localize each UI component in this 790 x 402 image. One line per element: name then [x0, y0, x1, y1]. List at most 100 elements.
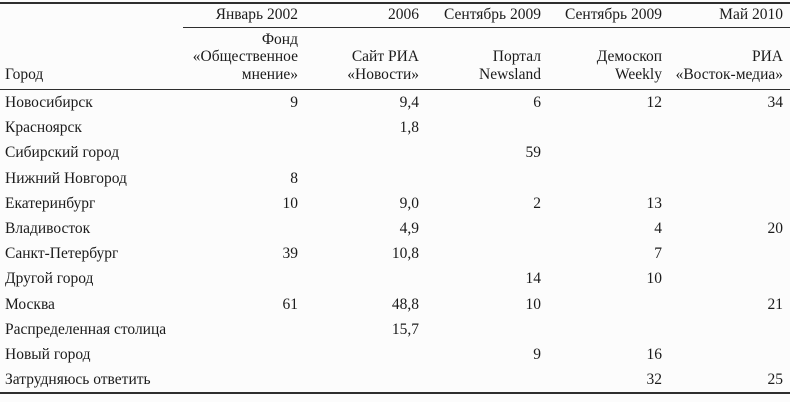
city-cell: Красноярск [5, 119, 82, 137]
source-line: «Новости» [347, 65, 419, 83]
value-cell [183, 140, 305, 165]
survey-table: Январь 2002 2006 Сентябрь 2009 Сентябрь 200… [0, 2, 790, 395]
value-cell: 6 [533, 94, 541, 111]
value-cell: 16 [646, 346, 663, 364]
city-cell: Новый город [5, 346, 91, 364]
value-cell: 7 [654, 245, 662, 263]
value-cell: 9,0 [399, 194, 419, 212]
column-period-header: Май 2010 [669, 3, 790, 28]
table-row: Санкт-Петербург 39 10,8 7 [0, 241, 790, 266]
column-period-header: Январь 2002 [183, 3, 305, 28]
source-line: мнение» [241, 65, 298, 83]
column-source-header: Портал Newsland [426, 27, 548, 90]
value-cell [305, 367, 426, 393]
value-cell: 25 [767, 371, 784, 389]
city-cell: Затрудняюсь ответить [5, 371, 151, 389]
table-row: Новый город 9 16 [0, 342, 790, 367]
value-cell: 14 [525, 270, 542, 288]
source-line: «Восток-медиа» [675, 65, 783, 83]
value-cell [426, 367, 548, 393]
period-row: Январь 2002 2006 Сентябрь 2009 Сентябрь 200… [0, 3, 790, 28]
value-cell: 59 [525, 144, 542, 162]
value-cell [426, 166, 548, 191]
value-cell: 9 [290, 94, 298, 111]
value-cell [305, 266, 426, 291]
table-row: Нижний Новгород 8 [0, 166, 790, 191]
value-cell: 9,4 [399, 94, 419, 111]
city-cell: Новосибирск [5, 94, 93, 111]
source-line: Демоскоп [596, 48, 662, 65]
city-cell: Распределенная столица [5, 320, 167, 338]
source-line: РИА [751, 48, 783, 65]
value-cell [669, 317, 790, 342]
value-cell [548, 166, 669, 191]
city-cell: Екатеринбург [5, 194, 96, 212]
table-row: Екатеринбург 10 9,0 2 13 [0, 191, 790, 216]
value-cell [426, 216, 548, 241]
value-cell: 10 [646, 270, 663, 288]
value-cell [305, 166, 426, 191]
value-cell [183, 317, 305, 342]
table-header: Январь 2002 2006 Сентябрь 2009 Сентябрь 200… [0, 3, 790, 90]
value-cell: 20 [767, 220, 784, 238]
value-cell [183, 216, 305, 241]
value-cell: 10,8 [391, 245, 419, 263]
value-cell [183, 367, 305, 393]
source-line: Newsland [479, 65, 541, 83]
value-cell: 2 [533, 194, 541, 212]
city-cell: Санкт-Петербург [5, 245, 119, 263]
value-cell [669, 140, 790, 165]
table-row: Москва 61 48,8 10 21 [0, 292, 790, 317]
column-source-header: Демоскоп Weekly [548, 27, 669, 90]
value-cell [669, 241, 790, 266]
value-cell [669, 115, 790, 140]
value-cell [426, 115, 548, 140]
value-cell: 1,8 [399, 119, 419, 137]
value-cell [426, 241, 548, 266]
value-cell [548, 292, 669, 317]
value-cell [305, 342, 426, 367]
city-cell: Сибирский город [5, 144, 120, 162]
value-cell: 61 [282, 295, 299, 313]
column-period-header: Сентябрь 2009 [426, 3, 548, 28]
value-cell [548, 317, 669, 342]
value-cell [548, 140, 669, 165]
table-body: Новосибирск 9 9,4 6 12 34 Красноярск 1,8 Сибирск… [0, 90, 790, 394]
city-cell: Владивосток [5, 220, 91, 238]
corner-label-cell: Город [0, 27, 183, 90]
city-cell: Другой город [5, 270, 94, 288]
value-cell [669, 342, 790, 367]
table-row: Красноярск 1,8 [0, 115, 790, 140]
table-row: Новосибирск 9 9,4 6 12 34 [0, 90, 790, 116]
column-period-header: Сентябрь 2009 [548, 3, 669, 28]
value-cell: 4,9 [399, 220, 419, 238]
value-cell: 13 [646, 194, 663, 212]
source-line: «Общественное [192, 48, 298, 65]
value-cell: 34 [767, 94, 784, 111]
table-row: Затрудняюсь ответить 32 25 [0, 367, 790, 393]
city-cell: Москва [5, 295, 55, 313]
source-line: Weekly [615, 65, 662, 83]
value-cell: 10 [282, 194, 299, 212]
value-cell: 21 [767, 295, 784, 313]
value-cell [669, 266, 790, 291]
column-source-header: Фонд «Общественное мнение» [183, 27, 305, 90]
value-cell: 12 [646, 94, 663, 111]
value-cell: 15,7 [391, 320, 419, 338]
table-row: Сибирский город 59 [0, 140, 790, 165]
table-row: Владивосток 4,9 4 20 [0, 216, 790, 241]
city-cell: Нижний Новгород [5, 169, 127, 187]
corner-spacer [0, 3, 183, 28]
value-cell: 8 [290, 169, 298, 187]
source-line: Сайт РИА [351, 48, 419, 65]
value-cell [669, 166, 790, 191]
value-cell: 4 [654, 220, 662, 238]
column-source-header: Сайт РИА «Новости» [305, 27, 426, 90]
value-cell [183, 342, 305, 367]
value-cell: 39 [282, 245, 299, 263]
source-line: Фонд [261, 30, 298, 48]
value-cell [669, 191, 790, 216]
source-row: Город Фонд «Общественное мнение» Сайт РИА «Н… [0, 27, 790, 90]
source-line: Портал [492, 48, 541, 65]
